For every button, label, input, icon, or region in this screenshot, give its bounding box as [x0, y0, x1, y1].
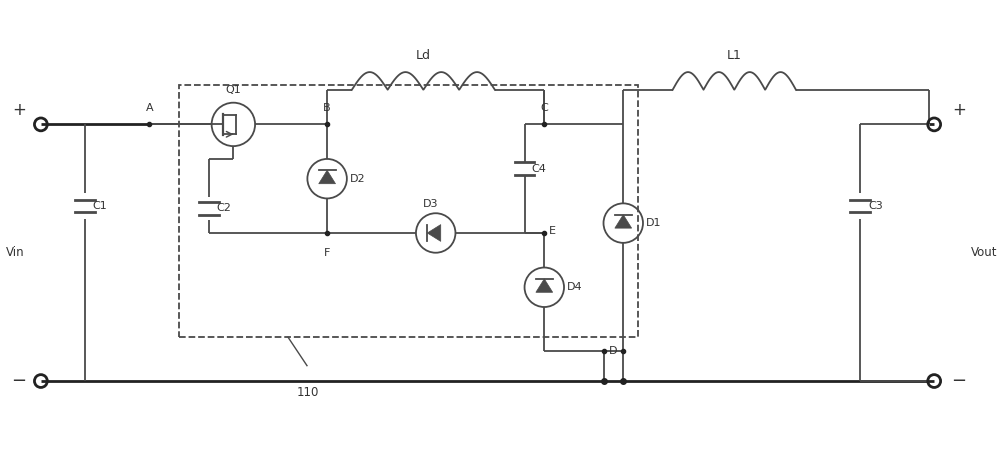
Text: L1: L1 [727, 49, 742, 62]
Text: D2: D2 [350, 174, 365, 184]
Text: Vin: Vin [6, 246, 25, 259]
Bar [179, 85, 638, 337]
Text: 110: 110 [296, 386, 319, 399]
Text: C4: C4 [531, 164, 546, 174]
Text: D3: D3 [423, 199, 439, 209]
Text: +: + [12, 100, 26, 119]
Polygon shape [536, 279, 553, 292]
Text: D1: D1 [646, 218, 661, 228]
Text: +: + [952, 100, 966, 119]
Polygon shape [319, 170, 336, 184]
Text: −: − [12, 372, 27, 390]
Text: A: A [146, 103, 153, 113]
Text: Vout: Vout [971, 246, 997, 259]
Text: D: D [608, 346, 617, 357]
Text: −: − [951, 372, 966, 390]
Text: Ld: Ld [416, 49, 431, 62]
Text: D4: D4 [567, 282, 583, 292]
Text: C1: C1 [92, 201, 107, 211]
Text: C: C [540, 103, 548, 113]
Text: C2: C2 [217, 203, 231, 213]
Polygon shape [615, 215, 632, 228]
Text: E: E [549, 226, 556, 236]
Text: C3: C3 [868, 201, 883, 211]
Text: B: B [323, 103, 331, 113]
Text: F: F [324, 248, 330, 258]
Polygon shape [427, 225, 441, 241]
Text: Q1: Q1 [225, 85, 241, 95]
